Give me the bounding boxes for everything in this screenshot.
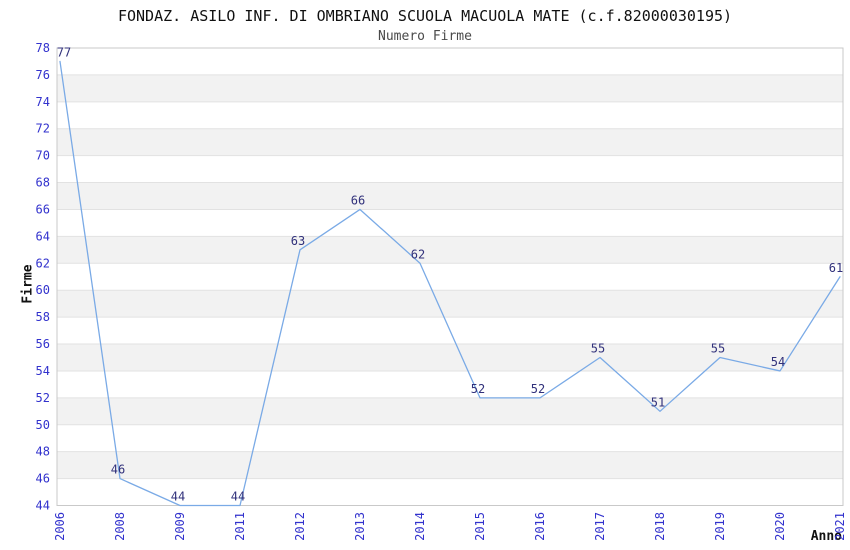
- plot-band: [57, 344, 843, 371]
- y-tick-label: 76: [36, 68, 50, 82]
- x-tick-label: 2011: [233, 512, 247, 541]
- plot-band: [57, 397, 843, 425]
- plot-band: [57, 128, 843, 156]
- data-point-label: 51: [651, 395, 665, 409]
- x-tick-label: 2019: [713, 512, 727, 541]
- y-tick-label: 52: [36, 391, 50, 405]
- data-point-label: 44: [231, 490, 245, 504]
- data-point-label: 66: [351, 193, 365, 207]
- y-tick-label: 64: [36, 229, 50, 243]
- y-tick-label: 60: [36, 283, 50, 297]
- data-point-label: 52: [471, 382, 485, 396]
- data-point-label: 52: [531, 382, 545, 396]
- x-tick-label: 2018: [653, 512, 667, 541]
- data-point-label: 55: [711, 341, 725, 355]
- data-point-label: 46: [111, 463, 125, 477]
- plot-band: [57, 236, 843, 264]
- y-tick-label: 70: [36, 149, 50, 163]
- x-tick-label: 2013: [353, 512, 367, 541]
- y-tick-label: 74: [36, 95, 50, 109]
- y-tick-label: 68: [36, 176, 50, 190]
- x-tick-label: 2017: [593, 512, 607, 541]
- chart-subtitle: Numero Firme: [378, 29, 472, 44]
- y-tick-label: 50: [36, 418, 50, 432]
- plot-band: [57, 451, 843, 479]
- y-tick-label: 44: [36, 499, 50, 513]
- x-tick-label: 2021: [833, 512, 847, 541]
- y-tick-label: 78: [36, 41, 50, 55]
- y-tick-label: 66: [36, 202, 50, 216]
- y-tick-label: 48: [36, 445, 50, 459]
- data-point-label: 55: [591, 341, 605, 355]
- data-point-label: 44: [171, 490, 185, 504]
- y-tick-label: 58: [36, 310, 50, 324]
- x-tick-label: 2006: [53, 512, 67, 541]
- y-tick-label: 54: [36, 364, 50, 378]
- y-tick-label: 46: [36, 472, 50, 486]
- y-tick-label: 72: [36, 122, 50, 136]
- x-tick-label: 2016: [533, 512, 547, 541]
- plot-band: [57, 74, 843, 102]
- x-tick-label: 2014: [413, 512, 427, 541]
- data-point-label: 62: [411, 247, 425, 261]
- y-tick-label: 62: [36, 256, 50, 270]
- y-tick-label: 56: [36, 337, 50, 351]
- plot-band: [57, 182, 843, 210]
- data-point-label: 63: [291, 234, 305, 248]
- plot-band: [57, 290, 843, 318]
- x-tick-label: 2009: [173, 512, 187, 541]
- data-line: [59, 60, 841, 507]
- x-tick-label: 2020: [773, 512, 787, 541]
- data-point-label: 77: [57, 45, 71, 59]
- plot-border: [56, 47, 844, 506]
- data-point-label: 54: [771, 355, 785, 369]
- x-axis-title: Anno: [810, 529, 842, 544]
- x-tick-label: 2008: [113, 512, 127, 541]
- chart-title: FONDAZ. ASILO INF. DI OMBRIANO SCUOLA MA…: [117, 7, 733, 25]
- data-point-label: 61: [829, 261, 843, 275]
- x-tick-label: 2012: [293, 512, 307, 541]
- x-tick-label: 2015: [473, 512, 487, 541]
